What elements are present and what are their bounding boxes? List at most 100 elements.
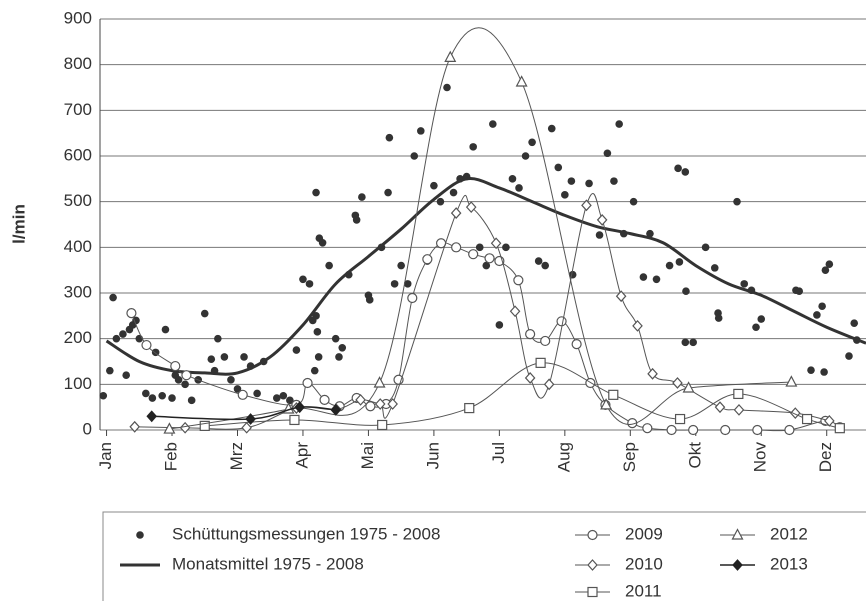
legend-label: 2013 [770, 554, 808, 573]
data-point [377, 419, 388, 431]
data-point [253, 389, 261, 398]
legend-label: Schüttungsmessungen 1975 - 2008 [172, 524, 440, 543]
data-point [567, 177, 576, 185]
data-point [161, 325, 170, 334]
data-point [672, 377, 683, 389]
data-point [515, 184, 523, 192]
data-point [289, 414, 300, 426]
data-point [568, 270, 577, 279]
data-point [543, 378, 555, 391]
data-point [502, 243, 510, 252]
data-point [365, 401, 376, 412]
x-tick-label: Mrz [227, 442, 246, 470]
data-point [585, 179, 593, 188]
y-tick-label: 500 [64, 191, 92, 210]
data-point [112, 334, 121, 343]
data-point [403, 280, 412, 288]
data-point [443, 83, 451, 92]
data-point [241, 421, 252, 434]
data-point [314, 353, 323, 361]
data-point [358, 193, 366, 201]
data-point [489, 120, 497, 128]
data-point [436, 197, 445, 206]
x-tick-label: Okt [685, 442, 704, 469]
y-tick-label: 200 [64, 328, 92, 347]
data-point [430, 181, 438, 190]
data-point [109, 293, 117, 302]
data-point [299, 275, 307, 284]
data-point [521, 152, 530, 160]
data-point [535, 357, 546, 368]
data-point [451, 242, 462, 253]
x-tick-label: Sep [620, 442, 639, 472]
legend-label: 2011 [625, 581, 662, 600]
data-point [825, 260, 834, 269]
series-line [204, 362, 840, 429]
data-point [181, 380, 189, 389]
data-point [675, 258, 684, 266]
data-point [682, 381, 695, 393]
data-point [646, 229, 654, 238]
y-tick-label: 900 [64, 8, 92, 27]
data-point [313, 328, 322, 336]
data-point [214, 334, 222, 343]
data-point [199, 420, 210, 431]
data-point [163, 422, 176, 434]
data-point [355, 393, 366, 406]
data-point [733, 404, 745, 416]
data-point [365, 296, 374, 304]
data-point [126, 307, 137, 319]
legend-marker [136, 531, 144, 539]
data-point [179, 421, 191, 434]
data-point [629, 197, 638, 206]
data-point [302, 377, 313, 389]
y-tick-label: 0 [83, 419, 92, 438]
data-point [525, 329, 536, 340]
legend-marker [732, 559, 743, 571]
y-tick-label: 400 [64, 237, 92, 256]
data-point [227, 375, 235, 384]
data-point [561, 191, 569, 199]
data-point [387, 398, 398, 410]
data-point [187, 396, 196, 405]
data-point [720, 424, 731, 436]
data-point [674, 413, 686, 425]
data-point [714, 314, 723, 322]
data-point [642, 423, 653, 434]
data-point [464, 402, 475, 414]
data-point [294, 401, 305, 414]
data-point [469, 143, 477, 151]
x-tick-label: Jan [96, 442, 115, 469]
x-tick-label: Feb [162, 442, 181, 471]
x-tick-label: Dez [816, 442, 835, 472]
y-tick-label: 100 [64, 374, 92, 393]
data-point [142, 389, 150, 398]
data-point [541, 261, 549, 270]
data-point [528, 138, 536, 147]
data-point [99, 391, 108, 400]
data-point [596, 214, 608, 226]
data-point [450, 207, 462, 219]
data-point [615, 120, 623, 128]
data-point [410, 152, 419, 160]
data-point [508, 175, 517, 183]
data-point [449, 188, 458, 197]
data-point [534, 257, 543, 265]
data-point [312, 312, 320, 320]
data-point [174, 375, 183, 384]
legend-label: Monatsmittel 1975 - 2008 [172, 554, 364, 573]
data-point [665, 261, 674, 270]
data-point [286, 396, 294, 405]
y-axis-label: l/min [9, 204, 28, 244]
y-tick-label: 600 [64, 145, 92, 164]
data-point [701, 243, 710, 252]
data-point [129, 420, 141, 433]
data-point [547, 124, 556, 133]
data-point [714, 401, 726, 414]
data-point [647, 367, 658, 380]
data-point [181, 370, 192, 381]
data-point [740, 280, 749, 288]
data-point [233, 385, 242, 393]
data-point [821, 266, 830, 274]
legend-label: 2012 [770, 524, 808, 543]
